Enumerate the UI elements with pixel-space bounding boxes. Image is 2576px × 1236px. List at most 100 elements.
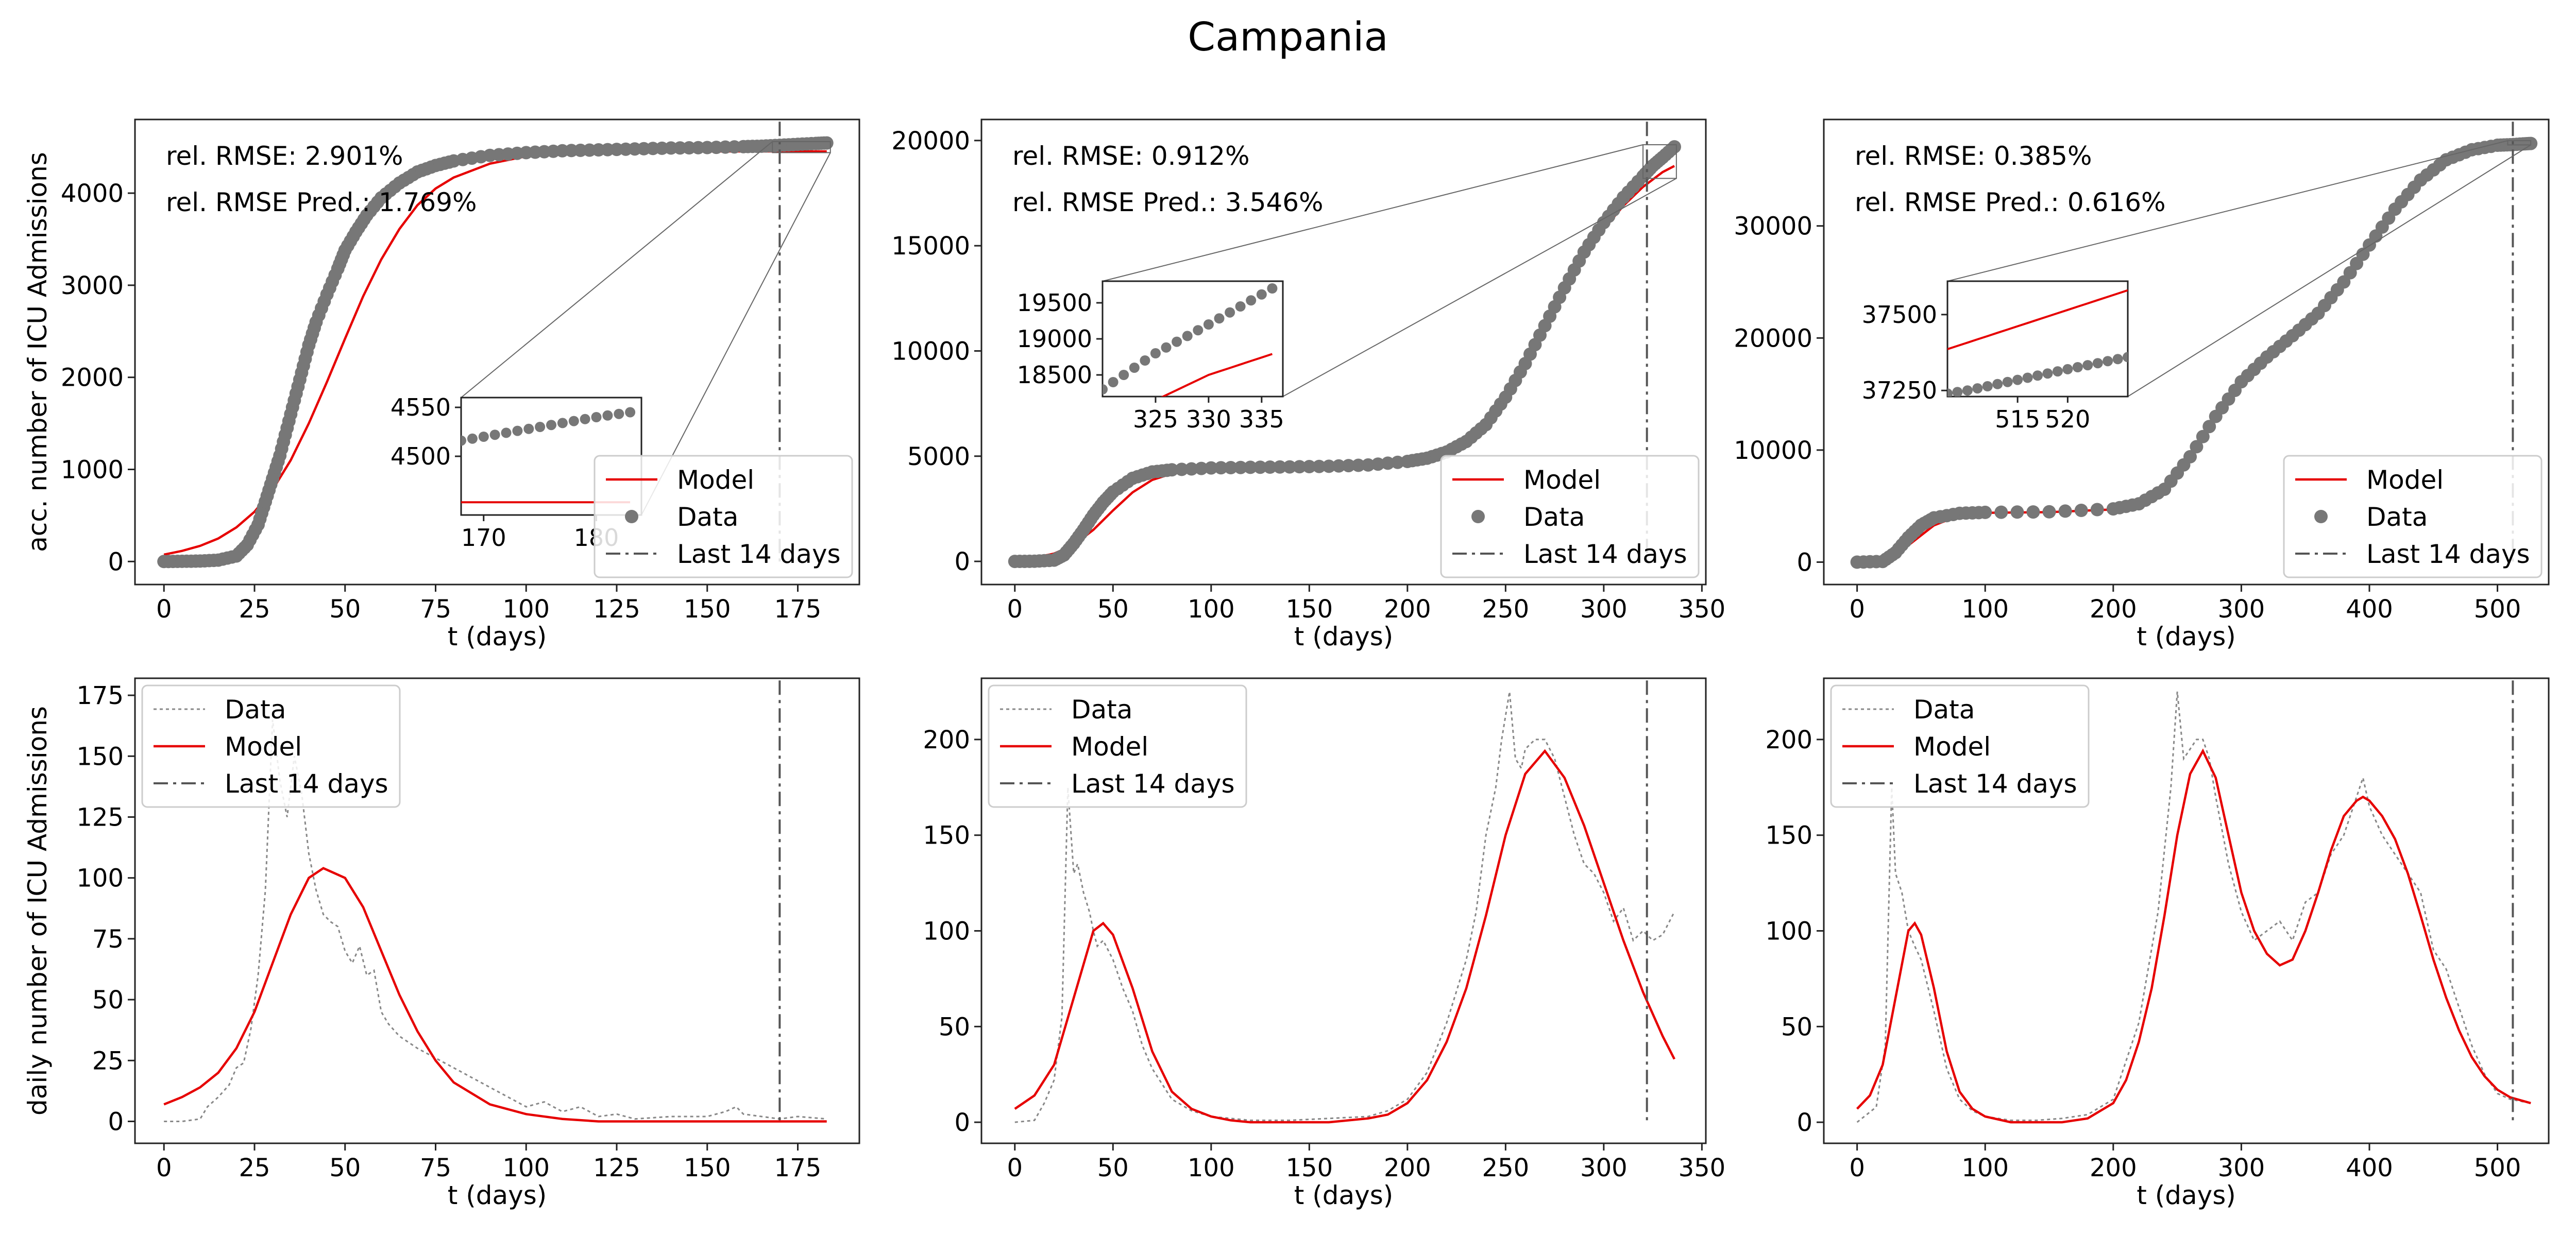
inset-data-point <box>2002 376 2013 387</box>
figure-title: Campania <box>1188 14 1388 60</box>
data-point <box>1668 140 1681 154</box>
legend-entry-label: Data <box>1523 502 1585 532</box>
y-tick-label: 10000 <box>1734 436 1812 465</box>
plot-area <box>1850 122 2538 569</box>
inset-data-point <box>2092 358 2103 369</box>
legend-entry-label: Last 14 days <box>1913 769 2077 799</box>
y-tick-label: 200 <box>1765 726 1812 754</box>
y-tick-label: 125 <box>76 803 124 832</box>
inset-axes: 325 330 335 18500 19000 19500 <box>1017 280 1284 433</box>
data-point <box>1253 460 1267 474</box>
rmse-annotation: rel. RMSE Pred.: 0.616% <box>1855 187 2166 217</box>
inset-data-point <box>1150 348 1161 358</box>
chart-top-left: 0 25 50 75 100 125 150 175 0 1000 2000 3000 4000 t (d… <box>23 118 860 651</box>
x-tick-label: 350 <box>1679 1154 1726 1182</box>
legend-box <box>1830 684 2090 808</box>
inset-data-point <box>478 432 489 442</box>
inset-plot <box>461 407 636 504</box>
y-tick-label: 0 <box>108 547 124 576</box>
x-axis-label: t (days) <box>2137 622 2236 651</box>
inset-data-point <box>2052 366 2063 377</box>
inset-data-point <box>1108 377 1118 387</box>
x-tick-label: 175 <box>774 595 822 624</box>
data-point <box>2042 505 2056 519</box>
inset-data-point <box>546 420 556 431</box>
y-tick-label: 10000 <box>891 337 970 366</box>
y-axis-label: acc. number of ICU Admissions <box>23 152 53 552</box>
x-tick-label: 75 <box>420 1154 451 1182</box>
legend: Data Model Last 14 days <box>1830 684 2090 808</box>
inset-model-line <box>1947 289 2128 350</box>
legend-entry-label: Data <box>1913 695 1975 725</box>
y-tick-label: 15000 <box>891 232 970 261</box>
x-tick-label: 150 <box>684 595 731 624</box>
inset-data-point <box>1235 301 1246 312</box>
y-tick-label: 100 <box>76 864 124 893</box>
rmse-annotation: rel. RMSE: 0.385% <box>1855 141 2092 171</box>
inset-x-tick-label: 325 <box>1133 405 1178 433</box>
inset-y-tick-label: 19000 <box>1017 325 1092 353</box>
zoom-region-box <box>1642 144 1677 179</box>
inset-data-point <box>614 408 624 419</box>
x-tick-label: 100 <box>1188 595 1235 624</box>
y-tick-label: 150 <box>1765 821 1812 850</box>
inset-data-point <box>2012 374 2023 385</box>
data-point <box>1381 456 1395 470</box>
x-tick-label: 50 <box>329 595 361 624</box>
inset-data-point <box>523 423 534 434</box>
inset-plot <box>1947 289 2128 397</box>
data-points-top-middle <box>1008 140 1681 569</box>
inset-data-point <box>461 435 466 446</box>
legend-entry-label: Last 14 days <box>2366 539 2530 569</box>
y-tick-label: 175 <box>76 681 124 710</box>
y-tick-label: 30000 <box>1734 212 1812 241</box>
rmse-annotation: rel. RMSE Pred.: 3.546% <box>1012 187 1324 217</box>
x-tick-label: 100 <box>502 595 550 624</box>
inset-data-point <box>2032 370 2043 381</box>
x-tick-label: 75 <box>420 595 451 624</box>
inset-data-point <box>1203 319 1214 330</box>
inset-x-tick-label: 330 <box>1186 405 1231 433</box>
inset-data-point <box>1129 363 1140 373</box>
x-tick-label: 25 <box>239 1154 270 1182</box>
legend: Data Model Last 14 days <box>141 684 401 808</box>
inset-data-point <box>1214 313 1225 324</box>
inset-x-tick-label: 335 <box>1239 405 1284 433</box>
legend-box <box>2283 455 2543 578</box>
legend-entry-label: Data <box>225 695 286 725</box>
x-tick-label: 300 <box>1580 1154 1628 1182</box>
y-tick-label: 2000 <box>61 364 124 392</box>
x-axis-label: t (days) <box>1294 622 1394 651</box>
rmse-annotation: rel. RMSE Pred.: 1.769% <box>166 187 477 217</box>
y-tick-label: 0 <box>108 1107 124 1136</box>
x-tick-label: 175 <box>774 1154 822 1182</box>
inset-data-point <box>2072 362 2083 372</box>
legend-entry-label: Data <box>2366 502 2428 532</box>
inset-data-point <box>467 433 478 444</box>
legend-swatch-data <box>2314 510 2328 523</box>
plot-area <box>1856 680 2531 1124</box>
inset-data-point <box>2123 352 2128 363</box>
inset-y-tick-label: 18500 <box>1017 361 1092 389</box>
x-tick-label: 0 <box>156 1154 172 1182</box>
x-tick-label: 300 <box>1580 595 1628 624</box>
inset-data-point <box>1972 383 1983 394</box>
data-point <box>820 136 834 150</box>
inset-data-point <box>2022 372 2033 383</box>
data-point <box>1361 458 1375 472</box>
x-axis-label: t (days) <box>448 622 547 651</box>
x-tick-label: 200 <box>1384 1154 1431 1182</box>
zoom-connector <box>461 141 773 398</box>
legend: Model Data Last 14 days <box>2283 455 2543 578</box>
axes-frame <box>980 677 1707 1144</box>
inset-data-point <box>2062 364 2073 374</box>
legend-entry-label: Last 14 days <box>1523 539 1687 569</box>
inset-data-point <box>568 416 579 426</box>
inset-data-point <box>1103 384 1108 394</box>
legend-entry-label: Last 14 days <box>677 539 841 569</box>
data-point <box>2196 430 2210 443</box>
inset-data-point <box>1982 381 1993 391</box>
